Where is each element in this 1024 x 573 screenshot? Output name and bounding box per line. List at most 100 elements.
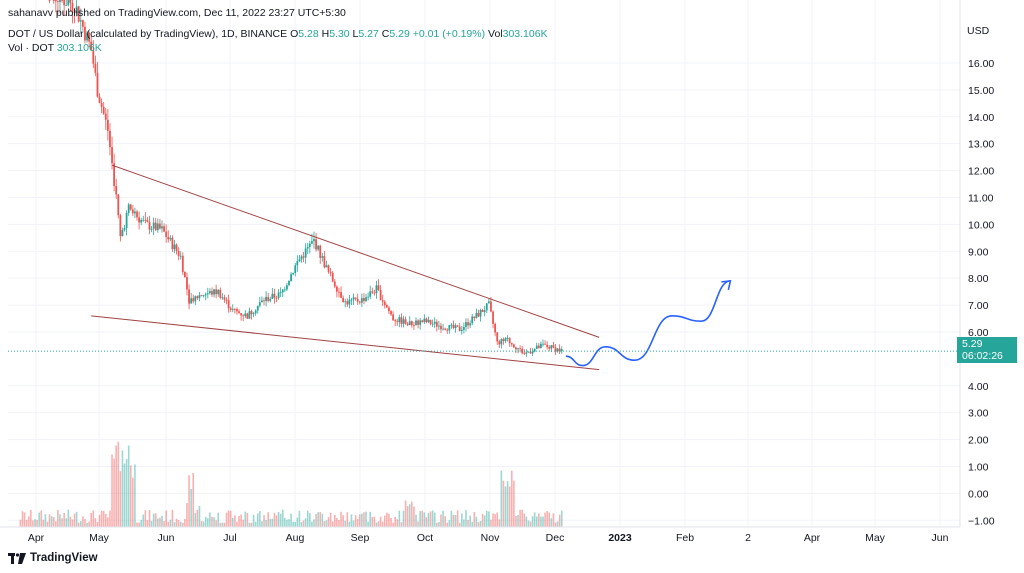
candle-body bbox=[308, 243, 311, 248]
price-tick-label: 0.00 bbox=[968, 488, 989, 500]
time-tick-label: Feb bbox=[676, 532, 694, 544]
candle-body bbox=[363, 298, 365, 302]
candle-body bbox=[198, 295, 201, 299]
volume-bar bbox=[71, 519, 74, 527]
candle-body bbox=[159, 223, 161, 229]
volume-bar bbox=[454, 515, 457, 527]
volume-bar bbox=[535, 516, 538, 527]
candle-body bbox=[542, 343, 544, 345]
candle-body bbox=[221, 297, 224, 299]
candle-body bbox=[540, 343, 542, 348]
tradingview-brand[interactable]: TradingView bbox=[8, 552, 98, 564]
volume-bar bbox=[169, 519, 172, 527]
candle-body bbox=[73, 10, 76, 14]
price-tick-label: −1.00 bbox=[968, 515, 995, 527]
candle-body bbox=[442, 328, 444, 330]
candle-body bbox=[452, 324, 455, 329]
candle-body bbox=[144, 219, 147, 221]
volume-indicator-label: Vol · DOT bbox=[8, 42, 54, 54]
volume-bar bbox=[433, 512, 436, 527]
volume-bar bbox=[492, 513, 494, 527]
volume-bar bbox=[32, 520, 34, 527]
volume-bar bbox=[402, 510, 405, 527]
volume-bar bbox=[488, 511, 490, 527]
candle-body bbox=[296, 261, 299, 266]
volume-bar bbox=[336, 518, 338, 527]
candle-body bbox=[94, 63, 97, 73]
candle-body bbox=[315, 239, 317, 250]
volume-bar bbox=[354, 515, 357, 527]
volume-bar bbox=[552, 513, 555, 527]
volume-bar bbox=[517, 515, 519, 527]
volume-bar bbox=[238, 515, 240, 527]
time-tick-label: Dec bbox=[546, 532, 565, 544]
candle-body bbox=[204, 294, 207, 296]
candle-body bbox=[506, 338, 509, 339]
candle-body bbox=[269, 298, 272, 301]
candle-body bbox=[319, 245, 322, 258]
symbol-info-line[interactable]: DOT / US Dollar (calculated by TradingVi… bbox=[8, 28, 548, 40]
candle-body bbox=[448, 325, 451, 331]
volume-bar bbox=[540, 516, 542, 527]
volume-bar bbox=[209, 512, 211, 527]
candle-body bbox=[265, 296, 267, 302]
candle-body bbox=[192, 298, 195, 302]
price-tick-label: 13.00 bbox=[968, 139, 994, 151]
candle-body bbox=[558, 348, 561, 352]
volume-bar bbox=[207, 518, 209, 527]
volume-bar bbox=[223, 522, 226, 527]
time-tick-label: May bbox=[865, 532, 886, 544]
candle-body bbox=[236, 309, 238, 312]
candle-body bbox=[86, 32, 88, 41]
candle-body bbox=[365, 297, 367, 302]
candle-body bbox=[283, 289, 286, 291]
volume-bar bbox=[375, 522, 378, 527]
candle-body bbox=[423, 318, 426, 323]
volume-bar bbox=[219, 522, 222, 527]
symbol-title: DOT / US Dollar (calculated by TradingVi… bbox=[8, 28, 288, 40]
volume-bar bbox=[119, 471, 122, 527]
volume-bar bbox=[302, 520, 305, 527]
volume-bar bbox=[27, 516, 30, 527]
time-tick-label: Aug bbox=[286, 532, 305, 544]
candle-body bbox=[125, 212, 128, 229]
candle-body bbox=[223, 297, 226, 300]
candle-body bbox=[146, 220, 149, 222]
candle-body bbox=[431, 323, 434, 325]
volume-bar bbox=[361, 513, 363, 527]
volume-bar bbox=[358, 514, 361, 527]
price-candles bbox=[48, 0, 563, 357]
volume-bar bbox=[154, 513, 157, 527]
candle-body bbox=[394, 320, 397, 322]
candle-body bbox=[415, 320, 417, 326]
candle-body bbox=[190, 298, 193, 304]
volume-bar bbox=[184, 518, 186, 527]
candle-body bbox=[71, 3, 74, 11]
volume-bars bbox=[19, 441, 563, 527]
volume-bar bbox=[136, 522, 138, 527]
candle-body bbox=[169, 237, 172, 240]
volume-bar bbox=[77, 522, 80, 527]
volume-bar bbox=[267, 512, 269, 527]
candle-body bbox=[535, 345, 538, 349]
candle-body bbox=[346, 301, 349, 305]
candle-body bbox=[385, 305, 388, 308]
volume-bar bbox=[538, 513, 540, 527]
volume-indicator-line[interactable]: Vol · DOT 303.106K bbox=[8, 42, 102, 54]
candle-body bbox=[379, 289, 382, 301]
brand-name: TradingView bbox=[30, 552, 98, 564]
candle-body bbox=[340, 292, 342, 298]
candle-body bbox=[481, 309, 484, 312]
volume-bar bbox=[450, 510, 453, 527]
candle-body bbox=[502, 339, 505, 341]
volume-bar bbox=[465, 510, 467, 527]
candle-body bbox=[258, 302, 261, 306]
candle-body bbox=[498, 341, 501, 345]
volume-bar bbox=[367, 521, 369, 527]
candle-body bbox=[286, 285, 288, 290]
volume-bar bbox=[498, 519, 501, 527]
candle-body bbox=[213, 289, 215, 295]
volume-bar bbox=[323, 521, 326, 527]
candle-body bbox=[529, 351, 532, 354]
